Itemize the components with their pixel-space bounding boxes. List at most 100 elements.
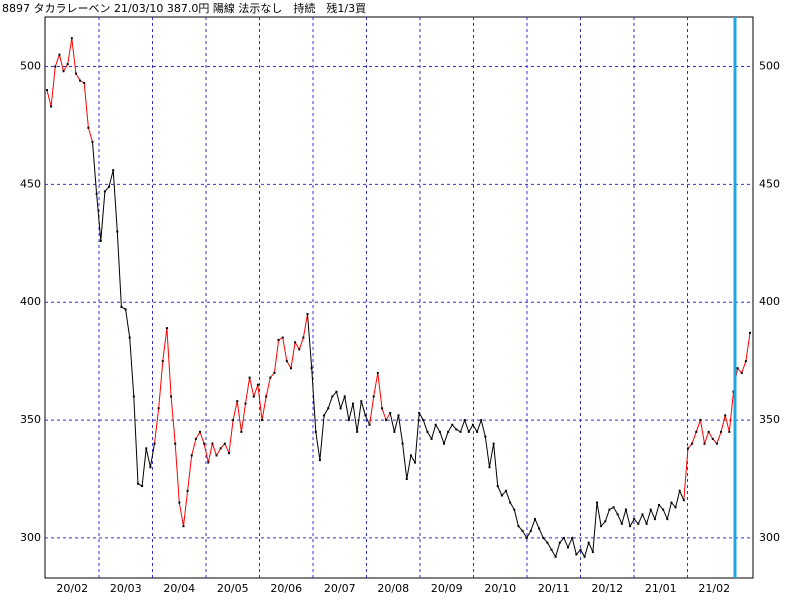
x-tick-label: 20/02 bbox=[56, 582, 88, 595]
price-point bbox=[637, 522, 640, 525]
price-point bbox=[79, 79, 82, 82]
price-point bbox=[236, 400, 239, 403]
price-point bbox=[227, 452, 230, 455]
price-point bbox=[277, 338, 280, 341]
price-point bbox=[484, 435, 487, 438]
price-point bbox=[58, 53, 61, 56]
price-point bbox=[649, 508, 652, 511]
price-point bbox=[509, 501, 512, 504]
price-point bbox=[562, 536, 565, 539]
price-point bbox=[347, 419, 350, 422]
marks bbox=[46, 37, 751, 559]
price-point bbox=[488, 466, 491, 469]
price-point bbox=[219, 447, 222, 450]
price-point bbox=[54, 65, 57, 68]
price-point bbox=[165, 327, 168, 330]
price-point bbox=[108, 185, 111, 188]
price-point bbox=[364, 414, 367, 417]
price-point bbox=[95, 192, 98, 195]
plot-frame bbox=[44, 16, 754, 579]
price-point bbox=[50, 105, 53, 108]
y-tick-label: 350 bbox=[20, 413, 41, 426]
price-point bbox=[438, 430, 441, 433]
price-point bbox=[157, 407, 160, 410]
price-point bbox=[505, 489, 508, 492]
y-tick-label-right: 400 bbox=[759, 295, 780, 308]
price-point bbox=[455, 428, 458, 431]
price-line bbox=[92, 141, 155, 487]
price-point bbox=[360, 400, 363, 403]
price-point bbox=[70, 37, 73, 40]
price-point bbox=[252, 395, 255, 398]
price-point bbox=[269, 376, 272, 379]
price-point bbox=[194, 437, 197, 440]
price-point bbox=[215, 454, 218, 457]
price-point bbox=[335, 390, 338, 393]
price-point bbox=[120, 305, 123, 308]
price-point bbox=[339, 407, 342, 410]
x-tick-label: 20/11 bbox=[538, 582, 570, 595]
price-line bbox=[46, 38, 93, 143]
price-point bbox=[442, 442, 445, 445]
price-point bbox=[74, 72, 77, 75]
price-point bbox=[554, 555, 557, 558]
price-point bbox=[467, 430, 470, 433]
price-point bbox=[289, 367, 292, 370]
x-tick-label: 20/07 bbox=[324, 582, 356, 595]
price-point bbox=[699, 419, 702, 422]
price-point bbox=[633, 518, 636, 521]
price-point bbox=[666, 518, 669, 521]
price-point bbox=[529, 529, 532, 532]
price-point bbox=[691, 442, 694, 445]
price-point bbox=[331, 395, 334, 398]
x-tick-label: 20/03 bbox=[110, 582, 142, 595]
price-point bbox=[352, 402, 355, 405]
price-point bbox=[244, 402, 247, 405]
price-point bbox=[546, 541, 549, 544]
price-point bbox=[136, 482, 139, 485]
price-point bbox=[567, 546, 570, 549]
price-point bbox=[728, 430, 731, 433]
price-point bbox=[496, 485, 499, 488]
y-tick-label: 400 bbox=[20, 295, 41, 308]
price-point bbox=[749, 331, 751, 334]
price-point bbox=[678, 489, 681, 492]
y-tick-label: 300 bbox=[20, 531, 41, 544]
price-point bbox=[153, 442, 156, 445]
price-point bbox=[600, 525, 603, 528]
price-point bbox=[248, 376, 251, 379]
price-point bbox=[434, 423, 437, 426]
price-point bbox=[145, 447, 148, 450]
price-point bbox=[265, 395, 268, 398]
price-point bbox=[517, 525, 520, 528]
price-point bbox=[525, 536, 528, 539]
price-point bbox=[294, 341, 297, 344]
x-tick-label: 21/01 bbox=[645, 582, 677, 595]
price-point bbox=[720, 430, 723, 433]
y-tick-label: 500 bbox=[20, 60, 41, 73]
price-point bbox=[372, 395, 375, 398]
price-point bbox=[426, 430, 429, 433]
x-tick-label: 21/02 bbox=[698, 582, 730, 595]
price-point bbox=[674, 506, 677, 509]
price-point bbox=[571, 536, 574, 539]
price-point bbox=[463, 419, 466, 422]
price-point bbox=[418, 412, 421, 414]
x-tick-label: 20/10 bbox=[484, 582, 516, 595]
price-point bbox=[66, 63, 69, 66]
price-point bbox=[128, 336, 131, 339]
price-point bbox=[533, 518, 536, 521]
price-point bbox=[207, 461, 210, 464]
price-point bbox=[314, 430, 317, 433]
price-point bbox=[380, 407, 383, 410]
price-point bbox=[476, 430, 479, 433]
price-point bbox=[711, 437, 714, 440]
price-point bbox=[281, 336, 284, 339]
price-point bbox=[273, 371, 276, 374]
price-point bbox=[401, 442, 404, 445]
price-point bbox=[724, 414, 727, 417]
price-point bbox=[368, 423, 371, 426]
price-point bbox=[376, 371, 379, 374]
